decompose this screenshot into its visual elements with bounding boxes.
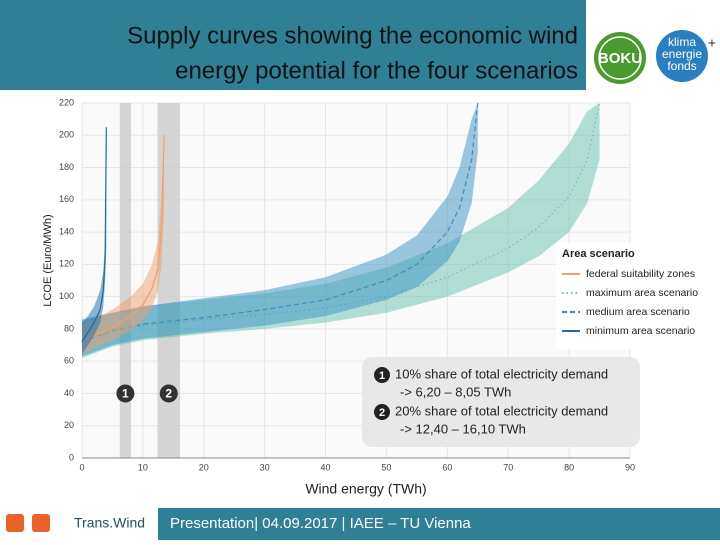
footer-icon: [32, 514, 50, 532]
title-line: Supply curves showing the economic wind: [127, 22, 578, 49]
logo-text: BOKU: [598, 50, 642, 67]
x-tick-label: 70: [503, 462, 513, 472]
annotation-text: -> 6,20 – 8,05 TWh: [400, 384, 511, 399]
x-tick-label: 0: [79, 462, 84, 472]
range-band: [119, 103, 132, 458]
annotation-number-bg: [374, 367, 390, 383]
annotation-number: 1: [379, 370, 385, 382]
x-tick-label: 50: [381, 462, 391, 472]
range-marker: [159, 384, 178, 403]
x-tick-label: 40: [321, 462, 331, 472]
range-marker-label: 1: [122, 387, 129, 401]
logo-boku: [594, 32, 646, 84]
legend-label: federal suitability zones: [586, 268, 695, 280]
y-tick-label: 180: [59, 162, 74, 172]
x-tick-label: 30: [260, 462, 270, 472]
x-tick-label: 10: [138, 462, 148, 472]
annotation-number-bg: [374, 404, 390, 420]
footer-icon: [6, 514, 24, 532]
y-tick-label: 40: [64, 388, 74, 398]
legend-label: maximum area scenario: [586, 287, 698, 299]
y-tick-label: 200: [59, 130, 74, 140]
header-bar: [0, 0, 586, 90]
legend-label: medium area scenario: [586, 306, 690, 318]
logo-ring: [598, 36, 642, 80]
y-tick-label: 120: [59, 259, 74, 269]
y-tick-label: 100: [59, 291, 74, 301]
annotation-text: -> 12,40 – 16,10 TWh: [400, 421, 526, 436]
confidence-band: [82, 103, 478, 357]
footer-brand: Trans.Wind: [74, 515, 145, 531]
x-tick-label: 90: [625, 462, 635, 472]
x-tick-label: 80: [564, 462, 574, 472]
series-line: [81, 102, 479, 343]
logo-text: energie: [662, 47, 702, 61]
x-tick-label: 60: [442, 462, 452, 472]
title-line: energy potential for the four scenarios: [175, 57, 578, 84]
footer-text: Presentation| 04.09.2017 | IAEE – TU Vie…: [170, 515, 471, 532]
logo-text: klima: [668, 35, 696, 49]
x-tick-label: 20: [199, 462, 209, 472]
y-tick-label: 20: [64, 420, 74, 430]
x-axis-label: Wind energy (TWh): [305, 481, 426, 497]
range-marker: [116, 384, 135, 403]
annotation-text: 20% share of total electricity demand: [395, 403, 608, 418]
confidence-band: [82, 127, 107, 355]
y-tick-label: 220: [59, 97, 74, 107]
legend-title: Area scenario: [562, 248, 635, 260]
y-tick-label: 160: [59, 194, 74, 204]
series-line: [81, 135, 165, 343]
range-band: [157, 103, 181, 458]
y-tick-label: 0: [69, 452, 74, 462]
annotation-number: 2: [379, 407, 385, 419]
footer-bar: [158, 508, 720, 540]
range-marker-label: 2: [165, 387, 172, 401]
series-line: [81, 127, 107, 343]
legend-label: minimum area scenario: [586, 325, 695, 337]
logo-klima: [656, 30, 708, 82]
logo-text: fonds: [667, 59, 696, 73]
y-tick-label: 60: [64, 356, 74, 366]
y-axis-label: LCOE (Euro/MWh): [42, 214, 54, 306]
y-tick-label: 80: [64, 323, 74, 333]
confidence-band: [82, 135, 165, 355]
annotation-text: 10% share of total electricity demand: [395, 366, 608, 381]
annotation-box: [362, 357, 640, 447]
logo-plus: +: [708, 35, 716, 51]
legend-box: [556, 243, 720, 349]
y-tick-label: 140: [59, 226, 74, 236]
